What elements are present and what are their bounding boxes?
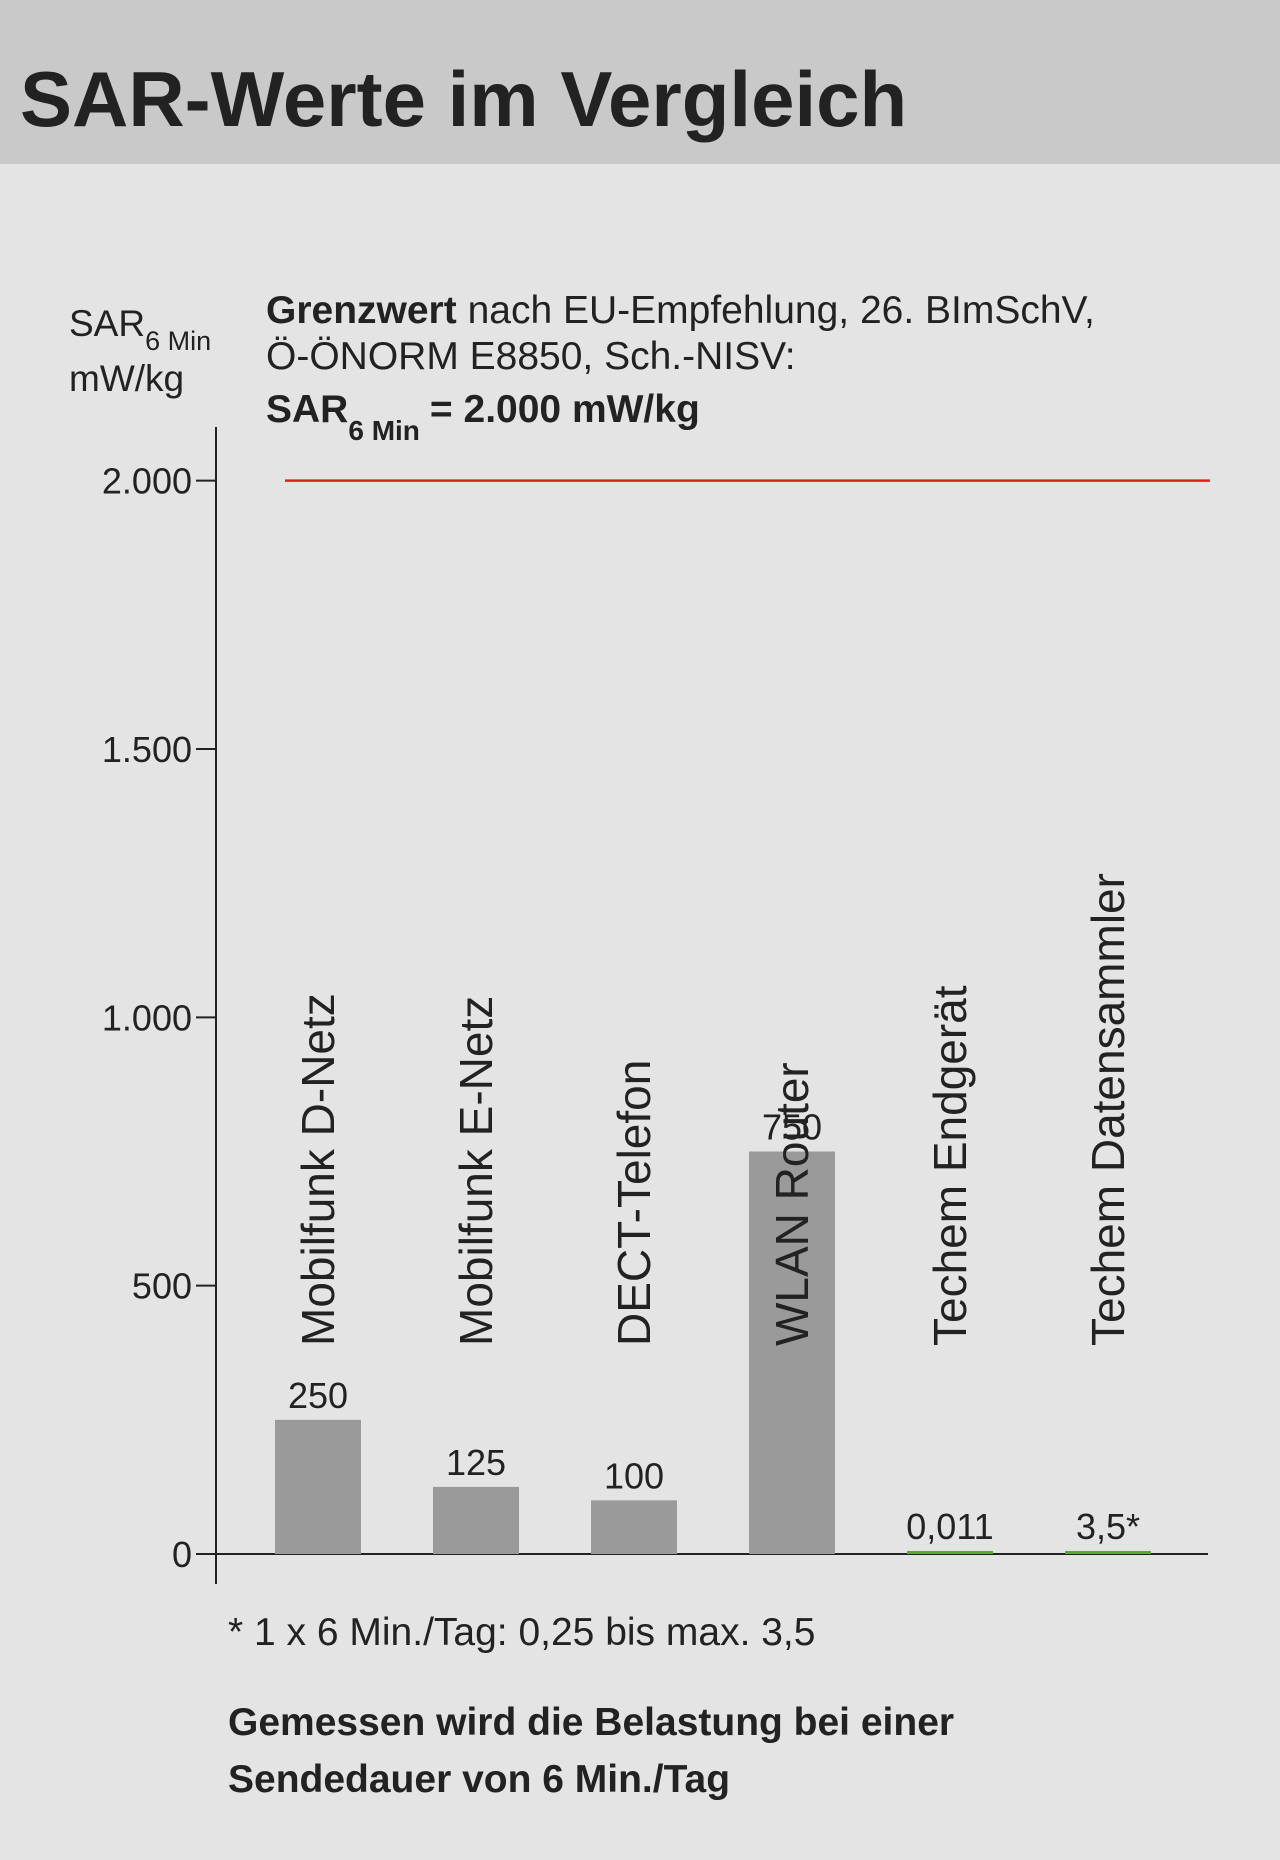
value-label: 0,011 [906, 1506, 993, 1547]
limit-sub: 6 Min [348, 415, 420, 446]
bar [749, 1151, 835, 1554]
y-axis-label: SAR6 Min [69, 303, 211, 356]
bar [275, 1419, 361, 1554]
category-label: Mobilfunk D-Netz [292, 993, 344, 1346]
bar [907, 1551, 993, 1554]
limit-rest: = 2.000 mW/kg [430, 388, 700, 431]
annotation-line2: Ö-ÖNORM E8850, Sch.-NISV: [266, 335, 796, 378]
annotation-bold: Grenzwert [266, 289, 457, 332]
limit-annotation: SAR6 Min = 2.000 mW/kg [266, 388, 700, 446]
bar [1065, 1551, 1151, 1554]
category-label: Techem Endgerät [924, 985, 976, 1346]
value-label: 100 [604, 1455, 664, 1496]
y-tick-label: 0 [172, 1534, 192, 1575]
note-line: Gemessen wird die Belastung bei einer [228, 1701, 954, 1744]
value-label: 250 [288, 1375, 348, 1416]
category-label: DECT-Telefon [608, 1060, 660, 1346]
y-label-main: SAR [69, 303, 145, 344]
footnote: * 1 x 6 Min./Tag: 0,25 bis max. 3,5 [228, 1611, 815, 1654]
annotation-line1: Grenzwert nach EU-Empfehlung, 26. BImSch… [266, 289, 1095, 332]
y-tick-label: 500 [132, 1266, 192, 1307]
y-axis-unit: mW/kg [69, 358, 184, 399]
category-label: WLAN Router [766, 1062, 818, 1346]
limit-main: SAR [266, 388, 348, 431]
y-tick-label: 1.500 [102, 729, 192, 770]
bar [591, 1500, 677, 1554]
value-label: 3,5* [1076, 1506, 1140, 1547]
y-tick-label: 2.000 [102, 461, 192, 502]
category-label: Mobilfunk E-Netz [450, 996, 502, 1346]
value-label: 750 [762, 1107, 822, 1148]
category-label: Techem Datensammler [1082, 873, 1134, 1346]
value-label: 125 [446, 1442, 506, 1483]
note-line: Sendedauer von 6 Min./Tag [228, 1758, 730, 1801]
chart-title: SAR-Werte im Vergleich [20, 55, 907, 143]
y-label-sub: 6 Min [145, 326, 211, 356]
y-tick-label: 1.000 [102, 997, 192, 1038]
header-band [0, 0, 1280, 164]
bar [433, 1486, 519, 1554]
annotation-rest: nach EU-Empfehlung, 26. BImSchV, [468, 289, 1095, 332]
